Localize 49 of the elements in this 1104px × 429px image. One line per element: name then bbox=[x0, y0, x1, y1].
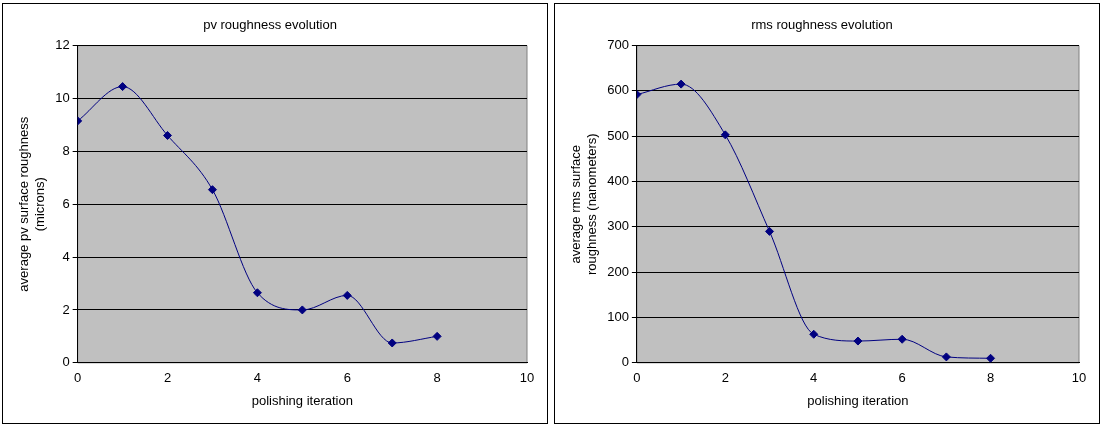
y-tick-label: 400 bbox=[607, 173, 629, 189]
x-tick-label: 4 bbox=[810, 370, 818, 386]
y-tick-label: 100 bbox=[607, 309, 629, 325]
y-tick-label: 6 bbox=[62, 195, 70, 211]
y-tick-label: 10 bbox=[55, 90, 70, 106]
point bbox=[297, 305, 307, 315]
x-axis-title: polishing iteration bbox=[251, 392, 353, 408]
x-tick-label: 0 bbox=[633, 370, 641, 386]
y-tick-label: 500 bbox=[607, 127, 629, 143]
x-tick-label: 2 bbox=[163, 370, 172, 386]
point bbox=[720, 130, 730, 140]
y-axis-title: average rms surface roughness (nanometers) bbox=[568, 133, 599, 276]
point bbox=[387, 338, 397, 348]
y-tick-label: 300 bbox=[607, 218, 629, 234]
x-tick-label: 0 bbox=[74, 370, 82, 386]
y-tick-label: 0 bbox=[62, 354, 70, 370]
point bbox=[809, 329, 819, 339]
point bbox=[252, 288, 262, 298]
y-tick-label: 4 bbox=[62, 248, 70, 264]
y-tick-label: 200 bbox=[607, 263, 629, 279]
y-tick-label: 700 bbox=[607, 37, 629, 53]
point bbox=[986, 353, 996, 363]
x-tick-label: 10 bbox=[519, 370, 535, 386]
y-tick-label: 0 bbox=[621, 354, 629, 370]
x-tick-label: 6 bbox=[343, 370, 351, 386]
point bbox=[432, 331, 442, 341]
chart-title: pv roughness evolution bbox=[203, 17, 337, 33]
x-tick-label: 8 bbox=[986, 370, 995, 386]
x-tick-label: 6 bbox=[898, 370, 906, 386]
x-tick-label: 8 bbox=[433, 370, 441, 386]
point bbox=[207, 185, 217, 195]
x-axis-title: polishing iteration bbox=[807, 392, 909, 408]
point bbox=[897, 334, 907, 344]
point bbox=[941, 352, 951, 362]
y-tick-label: 12 bbox=[55, 37, 70, 53]
x-tick-label: 2 bbox=[721, 370, 729, 386]
point bbox=[853, 336, 863, 346]
x-tick-label: 4 bbox=[253, 370, 262, 386]
x-tick-label: 10 bbox=[1071, 370, 1087, 386]
y-tick-label: 600 bbox=[607, 82, 629, 98]
chart-title: rms roughness evolution bbox=[751, 17, 893, 33]
point bbox=[676, 79, 686, 89]
point bbox=[118, 82, 128, 92]
y-axis-title: average pv surface roughness (microns) bbox=[16, 116, 47, 292]
point bbox=[342, 290, 352, 300]
y-tick-label: 2 bbox=[62, 301, 70, 317]
y-tick-label: 8 bbox=[62, 142, 70, 158]
point bbox=[163, 130, 173, 140]
point bbox=[765, 226, 775, 236]
